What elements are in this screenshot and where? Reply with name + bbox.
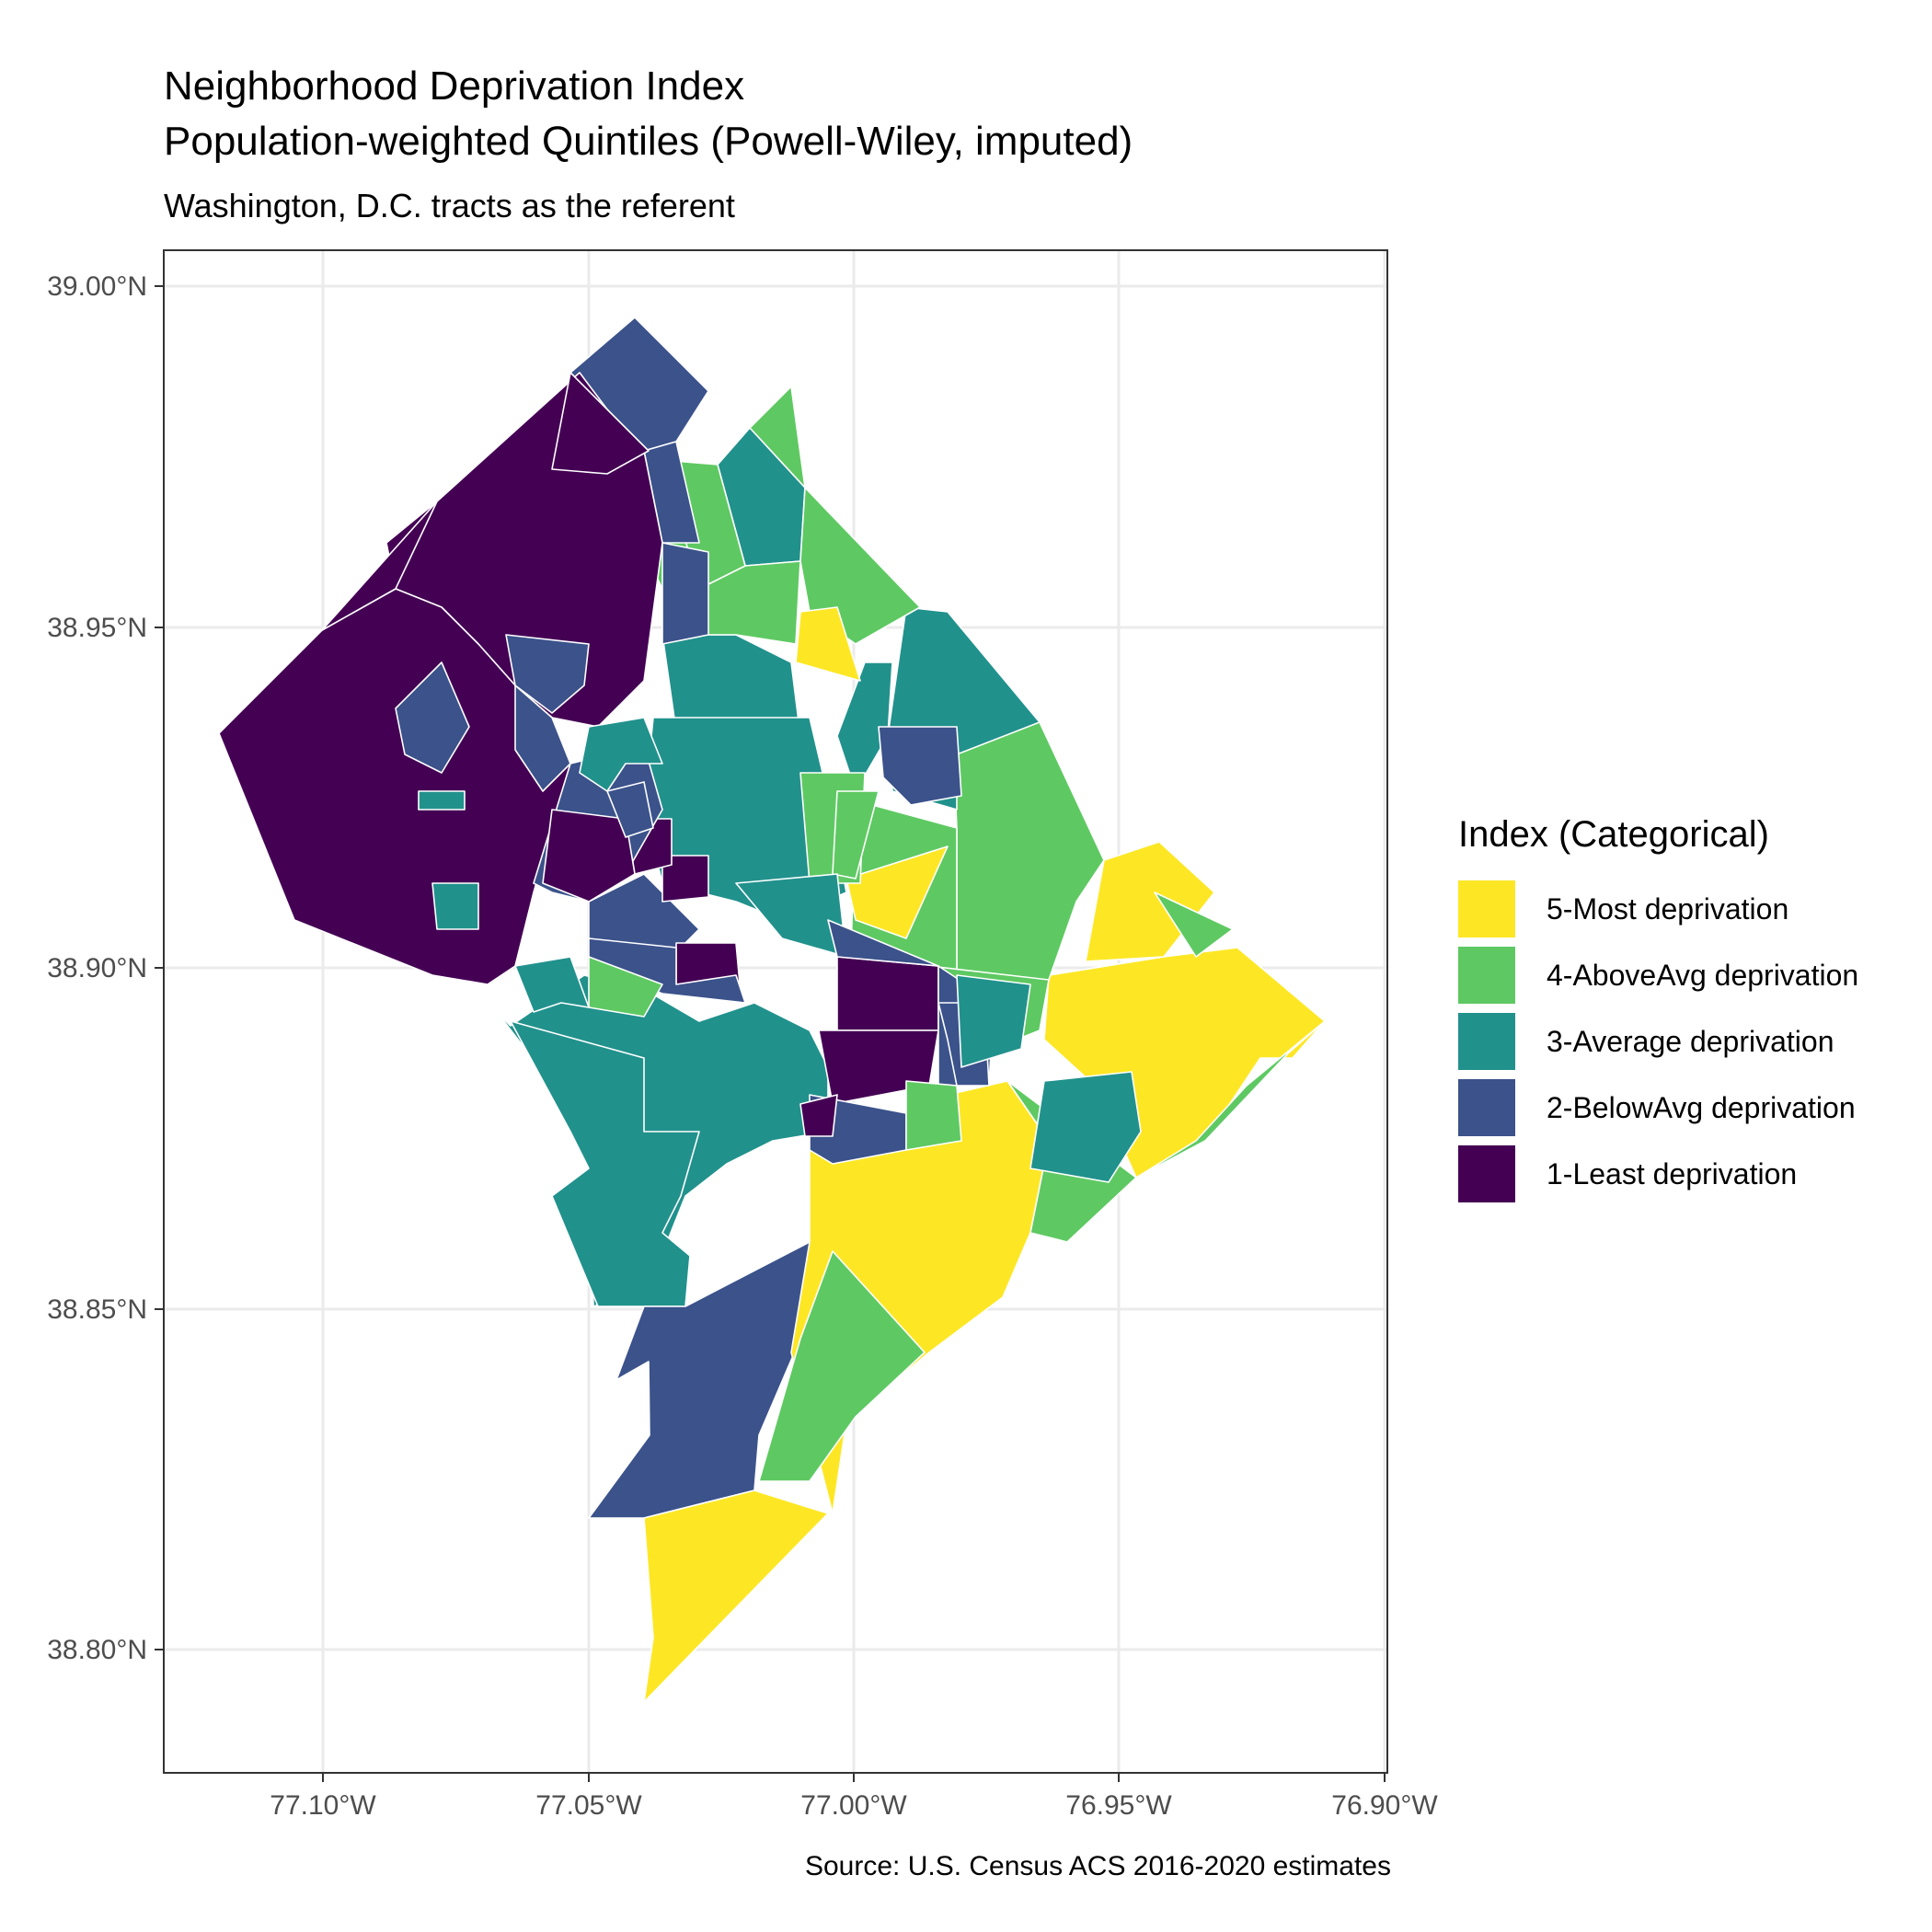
x-tick-label: 77.05°W [535, 1790, 642, 1821]
panel-border [163, 249, 1388, 1774]
legend-label: 5-Most deprivation [1547, 891, 1789, 926]
legend-label: 1-Least deprivation [1547, 1156, 1798, 1190]
tract-eckington[interactable] [832, 790, 880, 880]
legend-label: 3-Average deprivation [1547, 1024, 1834, 1058]
legend-swatch [1458, 947, 1515, 1004]
tract-mclean-gardens[interactable] [431, 882, 479, 930]
tract-fairlawn[interactable] [905, 1080, 962, 1151]
map-subtitle: Washington, D.C. tracts as the referent [164, 187, 735, 224]
x-tick-label: 76.90°W [1331, 1790, 1438, 1821]
legend-title: Index (Categorical) [1458, 814, 1769, 855]
legend-swatch [1458, 1145, 1515, 1202]
tract-cathedral-heights[interactable] [395, 661, 470, 774]
tract-ivy-city[interactable] [845, 845, 949, 939]
tract-foggy-bottom[interactable] [514, 956, 590, 1013]
source-caption: Source: U.S. Census ACS 2016-2020 estima… [804, 1851, 1391, 1881]
y-tick-label: 38.85°N [47, 1294, 147, 1325]
legend-swatch [1458, 880, 1515, 937]
y-tick-label: 38.95°N [47, 613, 147, 643]
tract-foxhall[interactable] [418, 790, 466, 811]
tract-adams-morgan[interactable] [606, 781, 654, 838]
tract-logan-circle[interactable] [661, 855, 709, 903]
tract-marshall-heights[interactable] [1029, 1071, 1142, 1183]
tract-brightwood[interactable] [749, 385, 806, 489]
tract-forest-hills[interactable] [551, 372, 650, 475]
axis-ticks [155, 285, 1386, 1782]
tract-cleveland-park[interactable] [514, 684, 571, 792]
tract-capitol-hill-north[interactable] [836, 956, 939, 1031]
y-tick-label: 38.80°N [47, 1635, 147, 1665]
tract-tenleytown[interactable] [505, 634, 590, 714]
tract-queens-chapel[interactable] [795, 606, 861, 682]
x-tick-label: 77.00°W [800, 1790, 907, 1821]
x-tick-label: 76.95°W [1065, 1790, 1172, 1821]
x-axis-labels: 77.10°W 77.05°W 77.00°W 76.95°W 76.90°W [270, 1790, 1438, 1821]
legend-item-above-avg: 4-AboveAvg deprivation [1458, 942, 1858, 1008]
tract-far-southwest[interactable] [643, 1489, 829, 1703]
legend-item-average: 3-Average deprivation [1458, 1008, 1858, 1075]
tract-kalorama[interactable] [542, 809, 636, 903]
y-axis-labels: 38.80°N 38.85°N 38.90°N 38.95°N 39.00°N [47, 271, 147, 1665]
tract-southwest-peninsula[interactable] [510, 1020, 700, 1307]
x-tick-label: 77.10°W [270, 1790, 376, 1821]
tract-twining[interactable] [956, 974, 1031, 1068]
tract-georgetown[interactable] [588, 956, 663, 1018]
tract-buena-vista[interactable] [758, 1250, 926, 1482]
map-title-line1: Neighborhood Deprivation Index [164, 63, 745, 109]
y-tick-label: 39.00°N [47, 271, 147, 302]
tract-crestwood[interactable] [661, 542, 709, 645]
tract-kenilworth[interactable] [1154, 891, 1234, 958]
tract-near-se[interactable] [827, 919, 939, 967]
map-title-line2: Population-weighted Quintiles (Powell-Wi… [164, 119, 1133, 164]
tract-hill-east[interactable] [799, 1094, 838, 1137]
legend-swatch [1458, 1013, 1515, 1070]
tract-polygons [218, 316, 1326, 1703]
legend-item-most: 5-Most deprivation [1458, 876, 1858, 942]
legend-label: 2-BelowAvg deprivation [1547, 1090, 1856, 1124]
tract-michigan-park[interactable] [836, 661, 893, 792]
legend-item-least: 1-Least deprivation [1458, 1141, 1858, 1207]
legend-label: 4-AboveAvg deprivation [1547, 958, 1859, 992]
legend-swatch [1458, 1079, 1515, 1136]
legend: Index (Categorical) 5-Most deprivation 4… [1458, 814, 1858, 1207]
legend-item-below-avg: 2-BelowAvg deprivation [1458, 1075, 1858, 1141]
tract-woodridge[interactable] [878, 726, 962, 806]
y-tick-label: 38.90°N [47, 953, 147, 983]
tract-hillcrest[interactable] [1135, 1020, 1326, 1179]
tract-mount-pleasant[interactable] [579, 717, 663, 792]
tract-palisades[interactable] [321, 500, 438, 631]
